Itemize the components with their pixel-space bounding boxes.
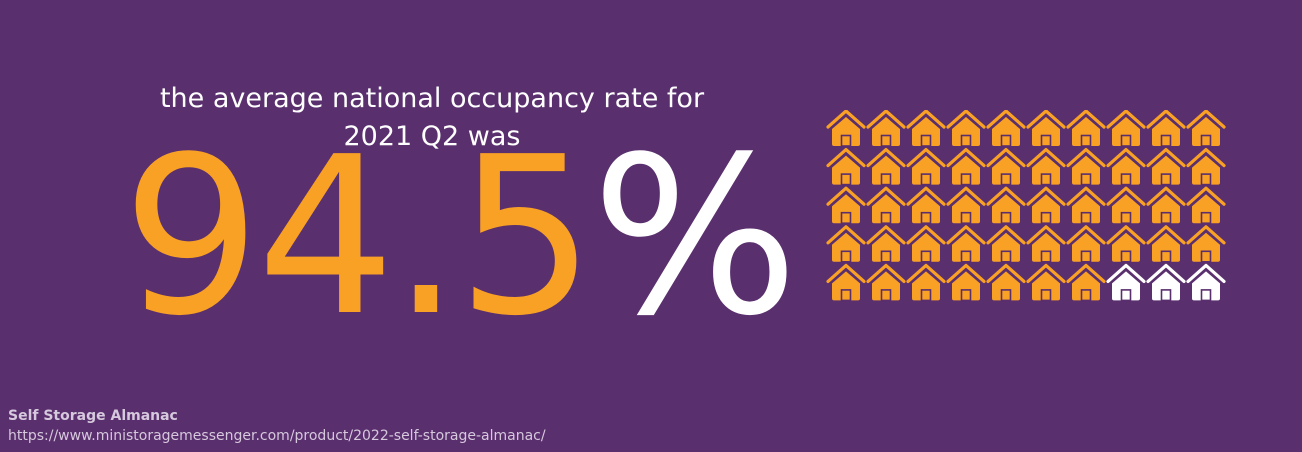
house-icon-filled	[826, 110, 866, 147]
house-icon-filled	[906, 225, 946, 263]
house-icon-filled	[1186, 110, 1226, 147]
house-icon-filled	[866, 147, 906, 186]
house-icon-filled	[1066, 110, 1106, 147]
house-icon-filled	[1066, 186, 1106, 224]
house-icon-filled	[946, 147, 986, 186]
house-icon-filled	[906, 110, 946, 147]
house-icon-filled	[1066, 263, 1106, 302]
stat-number: 94.5	[122, 111, 595, 364]
house-icon-filled	[826, 225, 866, 263]
source-url[interactable]: https://www.ministoragemessenger.com/pro…	[8, 428, 546, 444]
house-icon-filled	[826, 263, 866, 302]
house-icon-filled	[906, 186, 946, 224]
house-icon-filled	[866, 263, 906, 302]
house-icon-filled	[1026, 110, 1066, 147]
house-icon-filled	[986, 263, 1026, 302]
house-icon-filled	[1106, 186, 1146, 224]
source-credit: Self Storage Almanac https://www.ministo…	[8, 406, 546, 446]
house-icon-filled	[946, 263, 986, 302]
house-icon-filled	[1106, 110, 1146, 147]
house-icon-filled	[906, 263, 946, 302]
house-icon-filled	[986, 110, 1026, 147]
house-icon-filled	[946, 225, 986, 263]
house-icon-filled	[1146, 186, 1186, 224]
house-icon-filled	[826, 186, 866, 224]
house-icon-filled	[946, 186, 986, 224]
house-icon-filled	[1106, 225, 1146, 263]
house-icon-filled	[1146, 147, 1186, 186]
headline: the average national occupancy rate for …	[132, 80, 732, 156]
house-icon-filled	[1026, 186, 1066, 224]
house-icon-filled	[986, 186, 1026, 224]
house-icon-filled	[1026, 263, 1066, 302]
house-icon-filled	[1146, 225, 1186, 263]
headline-line-1: the average national occupancy rate for	[159, 83, 705, 114]
house-icon-filled	[1066, 225, 1106, 263]
source-title: Self Storage Almanac	[8, 408, 178, 424]
house-icon-empty	[1106, 263, 1146, 302]
headline-line-2: 2021 Q2 was	[343, 121, 521, 152]
house-icon-filled	[986, 147, 1026, 186]
house-pictogram	[826, 110, 1226, 302]
house-icon-filled	[1186, 147, 1226, 186]
house-icon-filled	[986, 225, 1026, 263]
house-icon-empty	[1186, 263, 1226, 302]
house-icon-filled	[946, 110, 986, 147]
house-icon-empty	[1146, 263, 1186, 302]
house-icon-filled	[1106, 147, 1146, 186]
house-icon-filled	[1186, 225, 1226, 263]
stat-unit: %	[591, 111, 798, 364]
house-icon-filled	[1026, 225, 1066, 263]
house-icon-filled	[1026, 147, 1066, 186]
house-icon-filled	[1186, 186, 1226, 224]
house-icon-filled	[1066, 147, 1106, 186]
house-icon-filled	[826, 147, 866, 186]
house-icon-filled	[866, 186, 906, 224]
house-icon-filled	[866, 225, 906, 263]
house-icon-filled	[906, 147, 946, 186]
house-icon-filled	[1146, 110, 1186, 147]
house-icon-filled	[866, 110, 906, 147]
occupancy-stat: 94.5%	[122, 128, 799, 348]
